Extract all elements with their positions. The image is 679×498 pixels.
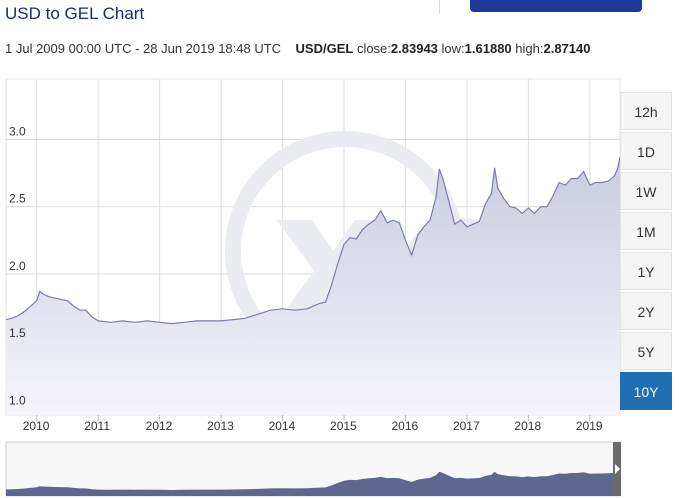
navigator-handle-arrow-icon (615, 464, 620, 474)
x-tick-label: 2019 (576, 419, 603, 433)
x-tick-label: 2016 (391, 419, 418, 433)
range-button-5y[interactable]: 5Y (620, 332, 672, 370)
page-title: USD to GEL Chart (5, 4, 145, 23)
x-tick-label: 2012 (146, 419, 173, 433)
low-value: 1.61880 (464, 41, 512, 56)
rate-area (6, 157, 620, 415)
currency-pair: USD/GEL (295, 41, 354, 56)
range-button-10y[interactable]: 10Y (620, 372, 672, 410)
navigator-area (6, 470, 620, 496)
x-tick-label: 2015 (330, 419, 357, 433)
range-button-1y[interactable]: 1Y (620, 252, 672, 290)
y-tick-label: 1.0 (9, 393, 26, 407)
y-tick-labels: 1.0 1.5 2.0 2.5 3.0 (9, 124, 26, 407)
header-divider (439, 0, 440, 14)
y-tick-label: 1.5 (9, 326, 26, 340)
header-action-button[interactable] (470, 0, 642, 12)
range-button-12h[interactable]: 12h (620, 92, 672, 130)
x-tick-label: 2011 (84, 419, 110, 433)
low-label: low: (441, 41, 465, 56)
y-tick-label: 2.5 (9, 192, 26, 206)
x-tick-label: 2013 (207, 419, 234, 433)
y-tick-label: 2.0 (9, 259, 26, 273)
range-button-1w[interactable]: 1W (620, 172, 672, 210)
date-range: 1 Jul 2009 00:00 UTC - 28 Jun 2019 18:48… (5, 41, 282, 56)
x-tick-label: 2018 (514, 419, 541, 433)
x-tick-label: 2014 (269, 419, 296, 433)
rate-line (5, 156, 621, 325)
high-value: 2.87140 (543, 41, 591, 56)
range-button-1m[interactable]: 1M (620, 212, 672, 250)
x-tick-labels: 2010 2011 2012 2013 2014 2015 2016 2017 2018 2019 (23, 419, 603, 433)
chart-summary: 1 Jul 2009 00:00 UTC - 28 Jun 2019 18:48… (5, 41, 590, 56)
rate-chart[interactable]: xe 1.01.52.02.53.0 201020112012201320142… (0, 76, 679, 436)
y-tick-label: 3.0 (9, 124, 26, 138)
close-label: close: (356, 41, 391, 56)
range-button-1d[interactable]: 1D (620, 132, 672, 170)
navigator[interactable] (0, 440, 679, 498)
high-label: high: (515, 41, 544, 56)
range-button-2y[interactable]: 2Y (620, 292, 672, 330)
close-value: 2.83943 (390, 41, 438, 56)
x-tick-label: 2017 (453, 419, 480, 433)
x-tick-label: 2010 (23, 419, 50, 433)
